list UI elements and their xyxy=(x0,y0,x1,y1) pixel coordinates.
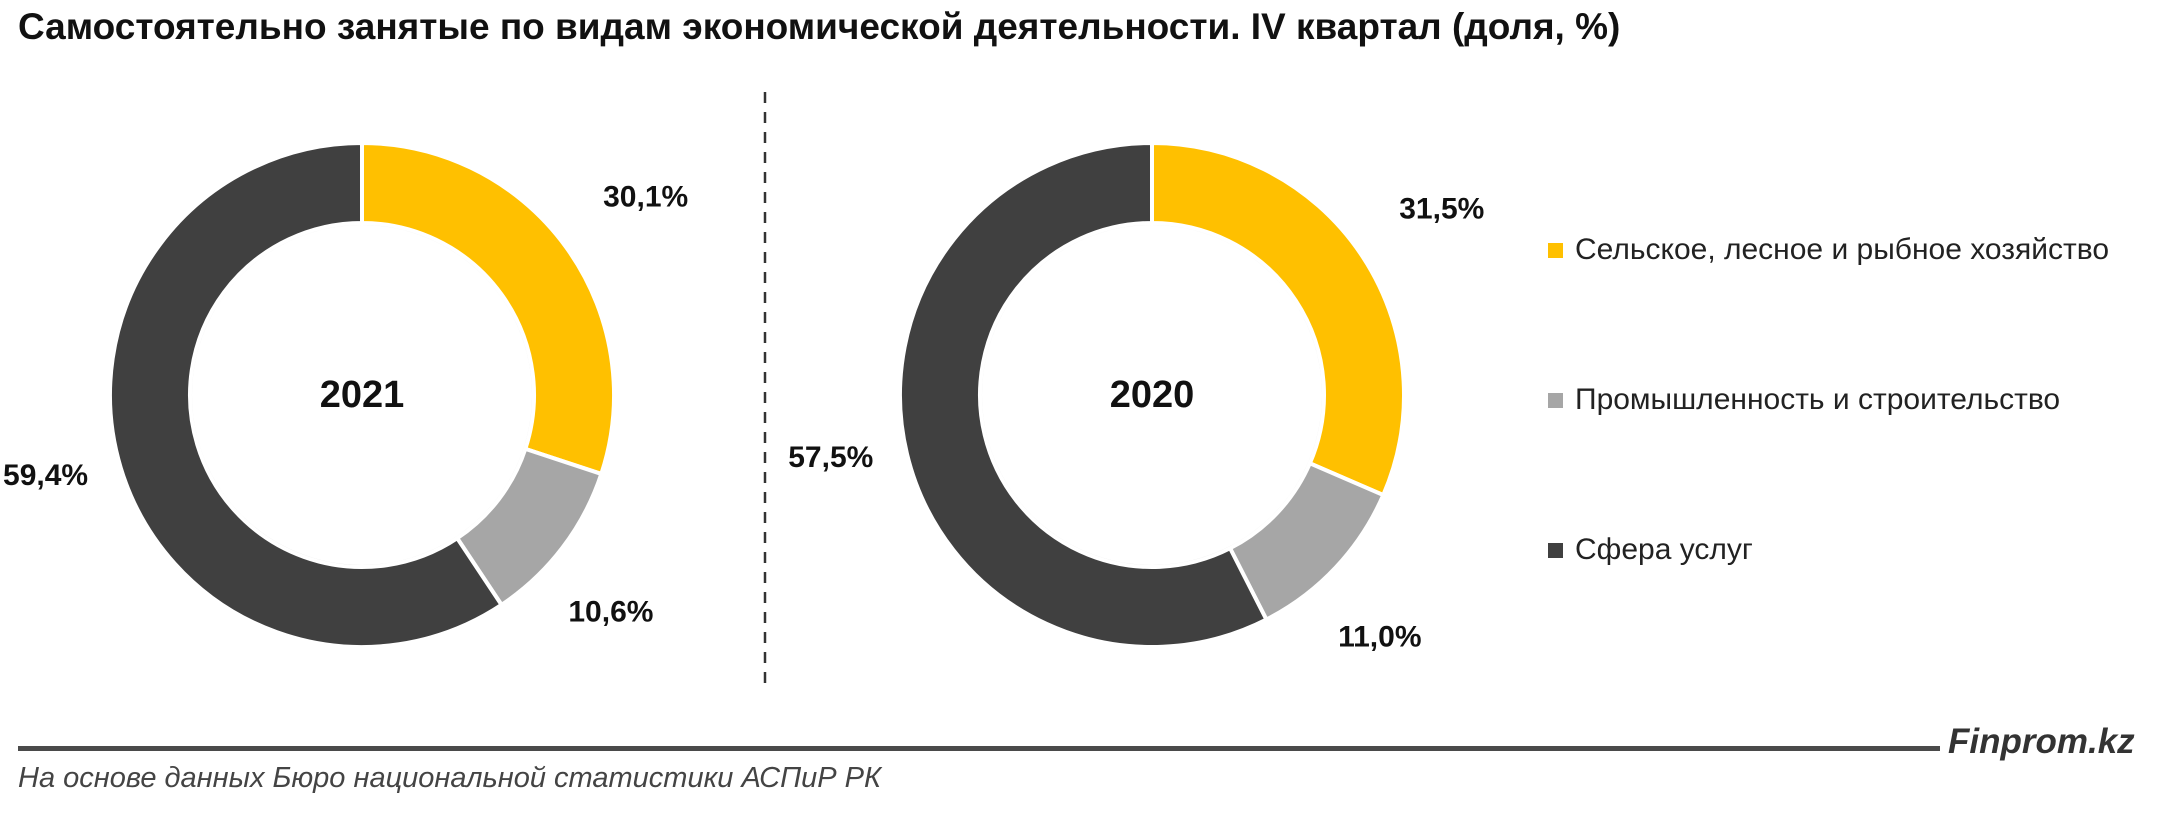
donut-slice-services xyxy=(898,140,1270,649)
data-label-agriculture: 30,1% xyxy=(603,181,688,214)
donut-2020: 31,5% 11,0% 57,5% 2020 xyxy=(788,140,1484,654)
data-label-services: 59,4% xyxy=(3,459,88,492)
donut-slice-agriculture xyxy=(1150,140,1406,498)
footer-rule xyxy=(18,746,1940,751)
data-label-agriculture: 31,5% xyxy=(1399,192,1484,225)
source-note: На основе данных Бюро национальной стати… xyxy=(18,762,882,794)
legend-swatch-industry xyxy=(1548,392,1563,408)
data-label-industry: 11,0% xyxy=(1338,621,1421,654)
data-label-services: 57,5% xyxy=(788,441,873,474)
legend: Сельское, лесное и рыбное хозяйство Пром… xyxy=(1548,230,2148,680)
brand-logo-text: Finprom.kz xyxy=(1948,722,2135,761)
donut-slice-agriculture xyxy=(360,140,616,477)
legend-swatch-agriculture xyxy=(1548,242,1563,258)
donut-2021: 30,1% 10,6% 59,4% 2021 xyxy=(3,140,688,649)
legend-item-agriculture: Сельское, лесное и рыбное хозяйство xyxy=(1548,230,2148,270)
center-year-label: 2020 xyxy=(1110,374,1195,416)
data-label-industry: 10,6% xyxy=(568,596,653,629)
legend-item-industry: Промышленность и строительство xyxy=(1548,380,2148,420)
chart-title: Самостоятельно занятые по видам экономич… xyxy=(18,6,1621,47)
donut-hole xyxy=(982,225,1322,565)
donut-hole xyxy=(192,225,532,565)
legend-label: Сельское, лесное и рыбное хозяйство xyxy=(1575,233,2110,266)
center-year-label: 2021 xyxy=(320,374,405,416)
donut-slice-services xyxy=(108,140,505,649)
legend-label: Сфера услуг xyxy=(1575,533,1753,566)
legend-swatch-services xyxy=(1548,542,1563,558)
legend-item-services: Сфера услуг xyxy=(1548,530,2148,570)
legend-label: Промышленность и строительство xyxy=(1575,383,2061,416)
